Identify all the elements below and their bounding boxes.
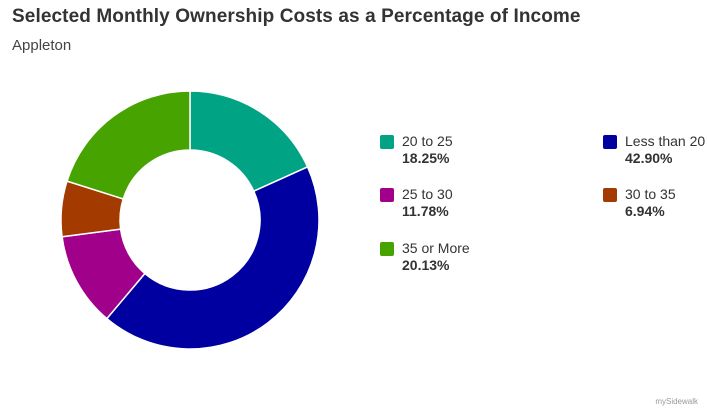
legend-item-less-than-20[interactable]: Less than 20 42.90%	[603, 133, 708, 173]
legend-label: 30 to 35	[625, 186, 676, 202]
legend-value: 6.94%	[625, 203, 665, 219]
legend-item-30-to-35[interactable]: 30 to 35 6.94%	[603, 186, 708, 226]
watermark: mySidewalk	[655, 397, 698, 406]
legend-swatch	[380, 242, 394, 256]
legend-swatch	[603, 135, 617, 149]
legend-value: 11.78%	[402, 203, 449, 219]
legend-item-35-or-more[interactable]: 35 or More 20.13%	[380, 240, 510, 280]
legend-swatch	[380, 188, 394, 202]
donut-slice-35-or-more[interactable]	[67, 91, 190, 199]
legend-label: Less than 20	[625, 133, 705, 149]
legend-label: 35 or More	[402, 240, 470, 256]
legend-item-25-to-30[interactable]: 25 to 30 11.78%	[380, 186, 510, 226]
legend-value: 18.25%	[402, 150, 449, 166]
legend-item-20-to-25[interactable]: 20 to 25 18.25%	[380, 133, 510, 173]
legend-value: 20.13%	[402, 257, 449, 273]
legend-value: 42.90%	[625, 150, 672, 166]
donut-slice-less-than-20[interactable]	[107, 167, 319, 349]
legend-swatch	[603, 188, 617, 202]
legend-swatch	[380, 135, 394, 149]
legend-label: 25 to 30	[402, 186, 453, 202]
legend-label: 20 to 25	[402, 133, 453, 149]
